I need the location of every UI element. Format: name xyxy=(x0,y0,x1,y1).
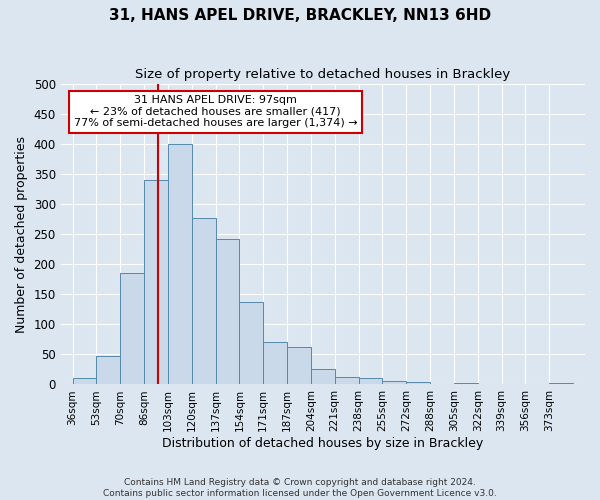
Bar xyxy=(311,370,335,384)
Bar xyxy=(144,180,168,384)
Bar xyxy=(406,382,430,384)
Text: 31 HANS APEL DRIVE: 97sqm
← 23% of detached houses are smaller (417)
77% of semi: 31 HANS APEL DRIVE: 97sqm ← 23% of detac… xyxy=(74,95,357,128)
Bar xyxy=(73,378,97,384)
Text: Contains HM Land Registry data © Crown copyright and database right 2024.
Contai: Contains HM Land Registry data © Crown c… xyxy=(103,478,497,498)
X-axis label: Distribution of detached houses by size in Brackley: Distribution of detached houses by size … xyxy=(162,437,484,450)
Y-axis label: Number of detached properties: Number of detached properties xyxy=(15,136,28,333)
Bar xyxy=(192,218,215,384)
Bar xyxy=(263,342,287,384)
Bar xyxy=(215,240,239,384)
Bar xyxy=(287,346,311,385)
Text: 31, HANS APEL DRIVE, BRACKLEY, NN13 6HD: 31, HANS APEL DRIVE, BRACKLEY, NN13 6HD xyxy=(109,8,491,22)
Bar xyxy=(359,378,382,384)
Bar xyxy=(97,356,120,384)
Bar xyxy=(120,274,144,384)
Bar xyxy=(168,144,192,384)
Bar xyxy=(382,382,406,384)
Title: Size of property relative to detached houses in Brackley: Size of property relative to detached ho… xyxy=(135,68,511,80)
Bar xyxy=(335,378,359,384)
Bar xyxy=(239,302,263,384)
